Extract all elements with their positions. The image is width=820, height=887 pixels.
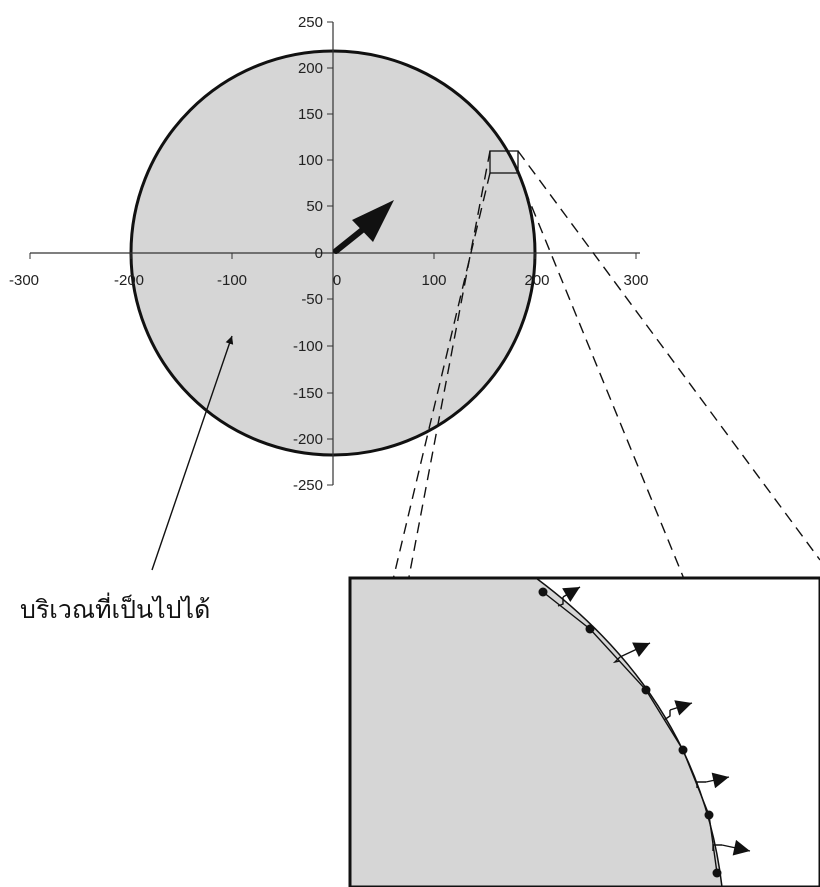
y-tick-label: -150 <box>293 385 323 402</box>
normal-arrow-icon <box>612 642 651 664</box>
x-axis-ticks: -300 -200 -100 0 100 200 300 <box>9 253 649 289</box>
arrow-icon <box>151 335 234 571</box>
y-tick-label: 200 <box>298 60 323 77</box>
region-label: บริเวณที่เป็นไปได้ <box>20 592 210 624</box>
y-tick-label: -200 <box>293 431 323 448</box>
boundary-point <box>585 624 595 634</box>
zoom-inset <box>348 576 820 887</box>
boundary-point <box>678 745 688 755</box>
direction-arrow-icon <box>333 200 394 254</box>
y-tick-label: 250 <box>298 14 323 31</box>
x-tick-label: 300 <box>623 272 648 289</box>
inset-normal-arrows <box>557 586 751 856</box>
normal-arrow-icon <box>712 839 751 856</box>
y-tick-label: -250 <box>293 477 323 494</box>
inset-boundary-curve <box>535 578 723 887</box>
inset-feasible-region <box>350 578 722 887</box>
boundary-point <box>712 868 722 878</box>
boundary-point <box>538 587 548 597</box>
inset-frame <box>348 576 820 887</box>
y-tick-label: 150 <box>298 106 323 123</box>
normal-arrow-icon <box>696 772 730 789</box>
zoom-projection-lines <box>349 150 820 887</box>
y-axis-ticks: 250 200 150 100 50 0 -50 -100 -150 -200 … <box>293 14 333 494</box>
y-tick-label: -100 <box>293 338 323 355</box>
x-tick-label: 200 <box>524 272 549 289</box>
y-tick-label: 0 <box>315 245 323 262</box>
zoom-window <box>489 150 519 174</box>
boundary-point <box>641 685 651 695</box>
y-tick-label: 50 <box>306 198 323 215</box>
normal-arrow-icon <box>663 700 693 721</box>
y-tick-label: 100 <box>298 152 323 169</box>
x-tick-label: 100 <box>421 272 446 289</box>
x-tick-label: -100 <box>217 272 247 289</box>
x-tick-label: 0 <box>333 272 341 289</box>
boundary-point <box>704 810 714 820</box>
inset-points <box>538 587 722 878</box>
x-tick-label: -300 <box>9 272 39 289</box>
x-tick-label: -200 <box>114 272 144 289</box>
y-tick-label: -50 <box>301 291 323 308</box>
normal-arrow-icon <box>557 586 581 607</box>
